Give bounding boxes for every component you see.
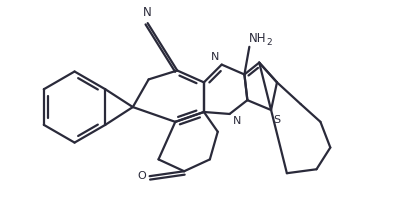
Text: S: S [273,115,280,125]
Text: NH: NH [249,32,267,45]
Text: N: N [143,6,152,19]
Text: O: O [137,171,146,181]
Text: 2: 2 [266,38,272,47]
Text: N: N [211,52,220,62]
Text: N: N [232,116,241,126]
